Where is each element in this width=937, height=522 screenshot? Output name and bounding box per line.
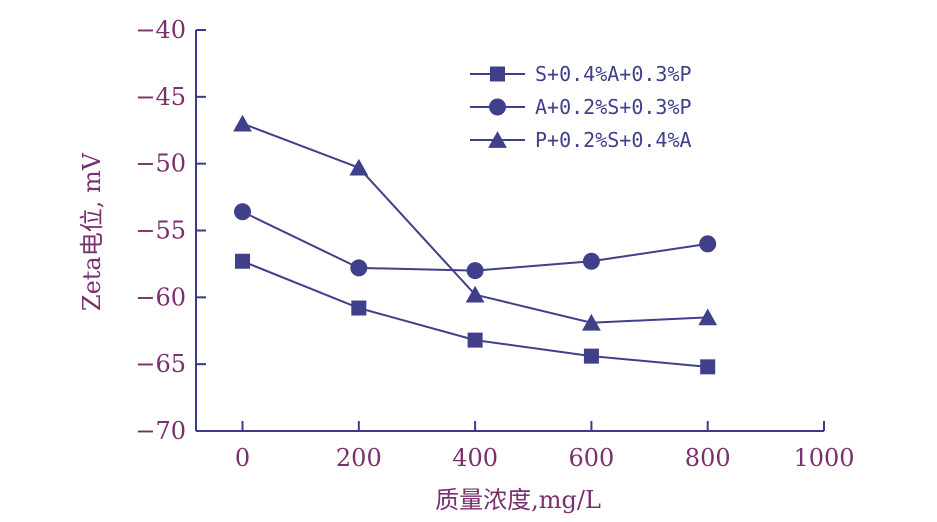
data-point-circle [699, 235, 717, 253]
series-square [235, 253, 716, 375]
legend-entry: A+0.2%S+0.3%P [470, 95, 692, 119]
y-tick-label: −65 [135, 350, 186, 378]
data-point-triangle [233, 114, 252, 132]
y-axis-title: Zeta电位, mV [78, 152, 106, 311]
data-point-circle [582, 252, 600, 270]
data-point-square [700, 359, 716, 375]
axes: −40 −45 −50 −55 −60 −65 −70 0 200 400 600 800 1000 [135, 16, 854, 472]
y-tick-label: −60 [135, 283, 186, 311]
y-tick-label: −45 [135, 83, 186, 111]
series-line [242, 210, 708, 272]
x-tick-label: 600 [569, 444, 615, 472]
y-tick-label: −40 [135, 16, 186, 44]
legend-entry: P+0.2%S+0.4%A [470, 128, 692, 152]
data-point-square [583, 348, 599, 364]
data-point-square [351, 300, 367, 316]
x-tick-label: 800 [685, 444, 731, 472]
data-point-circle [489, 98, 506, 116]
data-point-square [467, 332, 483, 348]
data-point-triangle [349, 158, 369, 176]
data-point-square [490, 66, 505, 82]
y-tick-label: −50 [135, 150, 186, 178]
y-tick-label: −70 [135, 417, 186, 445]
series-triangle [233, 114, 718, 331]
series-layer [233, 114, 718, 375]
x-tick-label: 200 [336, 444, 382, 472]
data-point-circle [466, 262, 484, 280]
x-tick-label: 1000 [793, 444, 854, 472]
data-point-circle [350, 259, 368, 277]
data-point-triangle [488, 131, 507, 148]
data-point-triangle [465, 285, 485, 303]
legend-label: A+0.2%S+0.3%P [535, 95, 692, 119]
data-point-square [235, 253, 251, 269]
data-point-triangle [698, 308, 718, 326]
data-point-circle [234, 203, 252, 221]
x-tick-label: 400 [452, 444, 498, 472]
legend-label: S+0.4%A+0.3%P [535, 62, 692, 86]
series-circle [234, 203, 717, 280]
legend: S+0.4%A+0.3%P A+0.2%S+0.3%P P+0.2%S+0.4%A [470, 62, 692, 152]
legend-label: P+0.2%S+0.4%A [535, 128, 692, 152]
x-axis-title: 质量浓度,mg/L [435, 486, 601, 514]
legend-entry: S+0.4%A+0.3%P [470, 62, 692, 86]
data-point-triangle [582, 313, 601, 331]
x-tick-label: 0 [235, 444, 250, 472]
y-tick-label: −55 [135, 217, 186, 245]
